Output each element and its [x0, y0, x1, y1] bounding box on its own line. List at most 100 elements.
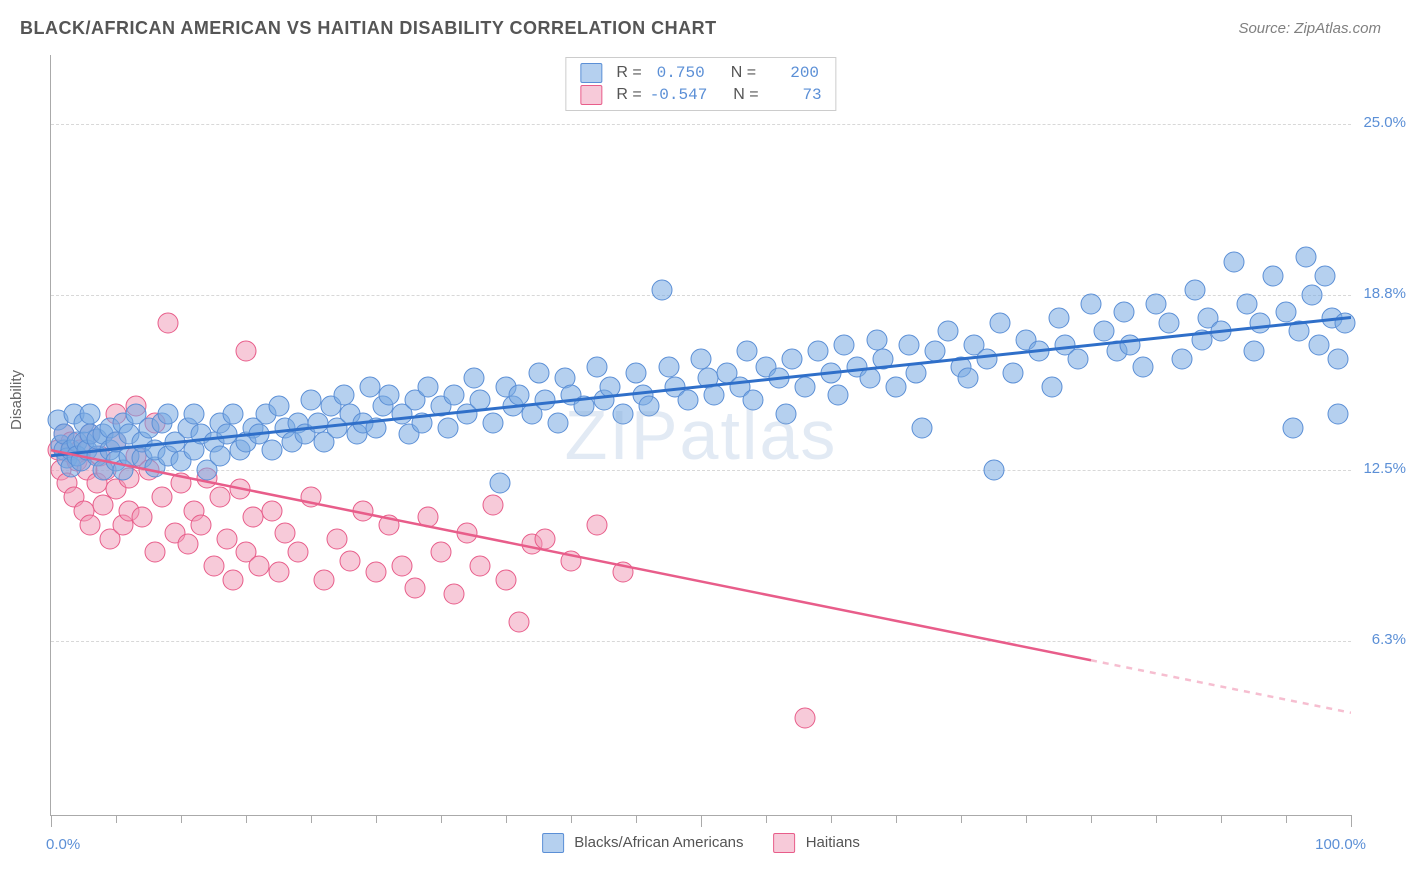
- scatter-point-blue: [359, 376, 380, 397]
- scatter-point-blue: [821, 362, 842, 383]
- scatter-point-pink: [327, 528, 348, 549]
- scatter-point-blue: [1094, 321, 1115, 342]
- scatter-point-blue: [1133, 357, 1154, 378]
- gridline-h: [51, 470, 1351, 471]
- scatter-point-blue: [873, 349, 894, 370]
- x-axis-max-label: 100.0%: [1315, 836, 1366, 853]
- scatter-point-pink: [366, 561, 387, 582]
- scatter-point-blue: [1048, 307, 1069, 328]
- scatter-point-pink: [262, 501, 283, 522]
- scatter-point-pink: [587, 514, 608, 535]
- scatter-point-pink: [613, 561, 634, 582]
- scatter-point-blue: [1185, 279, 1206, 300]
- scatter-point-blue: [905, 362, 926, 383]
- scatter-point-pink: [379, 514, 400, 535]
- y-tick-label: 6.3%: [1356, 631, 1406, 648]
- legend-r-label: R =: [616, 86, 641, 104]
- scatter-point-blue: [262, 440, 283, 461]
- scatter-point-blue: [379, 384, 400, 405]
- scatter-point-blue: [1159, 313, 1180, 334]
- x-tick-minor: [1156, 815, 1157, 823]
- scatter-point-blue: [1302, 285, 1323, 306]
- scatter-point-blue: [1276, 302, 1297, 323]
- y-tick-label: 25.0%: [1356, 114, 1406, 131]
- scatter-point-pink: [496, 570, 517, 591]
- scatter-point-blue: [691, 349, 712, 370]
- scatter-point-pink: [249, 556, 270, 577]
- scatter-point-blue: [977, 349, 998, 370]
- scatter-point-blue: [769, 368, 790, 389]
- scatter-point-pink: [535, 528, 556, 549]
- scatter-point-blue: [80, 404, 101, 425]
- scatter-point-blue: [268, 395, 289, 416]
- scatter-point-pink: [80, 514, 101, 535]
- scatter-point-blue: [223, 404, 244, 425]
- scatter-point-blue: [775, 404, 796, 425]
- swatch-pink: [774, 833, 796, 853]
- legend-r-pink: -0.547: [650, 86, 708, 104]
- legend-item-pink: Haitians: [774, 833, 860, 853]
- scatter-point-pink: [288, 542, 309, 563]
- scatter-point-blue: [158, 404, 179, 425]
- scatter-point-blue: [184, 404, 205, 425]
- x-tick-minor: [766, 815, 767, 823]
- x-tick-minor: [506, 815, 507, 823]
- scatter-plot-area: ZIPatlas R = 0.750 N = 200 R = -0.547 N …: [50, 55, 1351, 816]
- scatter-point-pink: [236, 340, 257, 361]
- swatch-blue: [542, 833, 564, 853]
- scatter-point-blue: [866, 329, 887, 350]
- scatter-point-blue: [736, 340, 757, 361]
- scatter-point-blue: [463, 368, 484, 389]
- gridline-h: [51, 641, 1351, 642]
- scatter-point-pink: [314, 570, 335, 591]
- scatter-point-pink: [418, 506, 439, 527]
- legend-r-blue: 0.750: [650, 64, 705, 82]
- swatch-blue: [580, 63, 602, 83]
- x-tick-minor: [961, 815, 962, 823]
- x-tick-minor: [831, 815, 832, 823]
- legend-n-label: N =: [733, 86, 758, 104]
- scatter-point-pink: [216, 528, 237, 549]
- scatter-point-blue: [470, 390, 491, 411]
- scatter-point-pink: [223, 570, 244, 591]
- scatter-point-blue: [1289, 321, 1310, 342]
- scatter-point-blue: [1224, 252, 1245, 273]
- scatter-point-blue: [1334, 313, 1355, 334]
- scatter-point-blue: [1113, 302, 1134, 323]
- scatter-point-pink: [457, 523, 478, 544]
- scatter-point-pink: [132, 506, 153, 527]
- x-tick-minor: [311, 815, 312, 823]
- scatter-point-blue: [1250, 313, 1271, 334]
- scatter-point-blue: [886, 376, 907, 397]
- scatter-point-blue: [1146, 293, 1167, 314]
- scatter-point-blue: [652, 279, 673, 300]
- trend-line: [1091, 660, 1351, 713]
- scatter-point-blue: [860, 368, 881, 389]
- legend-row-pink: R = -0.547 N = 73: [580, 84, 821, 106]
- scatter-point-blue: [489, 473, 510, 494]
- series-legend: Blacks/African Americans Haitians: [542, 833, 860, 853]
- y-axis-label: Disability: [8, 370, 25, 430]
- x-tick-minor: [1026, 815, 1027, 823]
- scatter-point-blue: [587, 357, 608, 378]
- x-tick-minor: [181, 815, 182, 823]
- scatter-point-blue: [1328, 404, 1349, 425]
- scatter-point-blue: [1282, 418, 1303, 439]
- y-tick-label: 12.5%: [1356, 460, 1406, 477]
- scatter-point-blue: [444, 384, 465, 405]
- legend-n-blue: 200: [764, 64, 819, 82]
- legend-r-label: R =: [616, 64, 641, 82]
- legend-item-blue: Blacks/African Americans: [542, 833, 743, 853]
- scatter-point-blue: [1120, 335, 1141, 356]
- scatter-point-blue: [704, 384, 725, 405]
- scatter-point-blue: [418, 376, 439, 397]
- scatter-point-blue: [333, 384, 354, 405]
- scatter-point-blue: [528, 362, 549, 383]
- scatter-point-blue: [1081, 293, 1102, 314]
- scatter-point-blue: [301, 390, 322, 411]
- scatter-point-pink: [431, 542, 452, 563]
- scatter-point-pink: [242, 506, 263, 527]
- scatter-point-blue: [366, 418, 387, 439]
- scatter-point-blue: [1042, 376, 1063, 397]
- x-tick-minor: [636, 815, 637, 823]
